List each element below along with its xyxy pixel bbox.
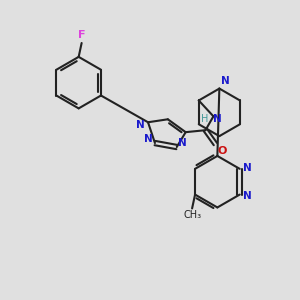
Text: N: N (243, 163, 251, 173)
Text: N: N (136, 120, 145, 130)
Text: O: O (218, 146, 227, 156)
Text: H: H (201, 114, 208, 124)
Text: N: N (213, 114, 222, 124)
Text: N: N (144, 134, 153, 144)
Text: N: N (221, 76, 230, 85)
Text: F: F (78, 30, 85, 40)
Text: N: N (243, 190, 251, 201)
Text: CH₃: CH₃ (183, 210, 201, 220)
Text: N: N (178, 138, 187, 148)
